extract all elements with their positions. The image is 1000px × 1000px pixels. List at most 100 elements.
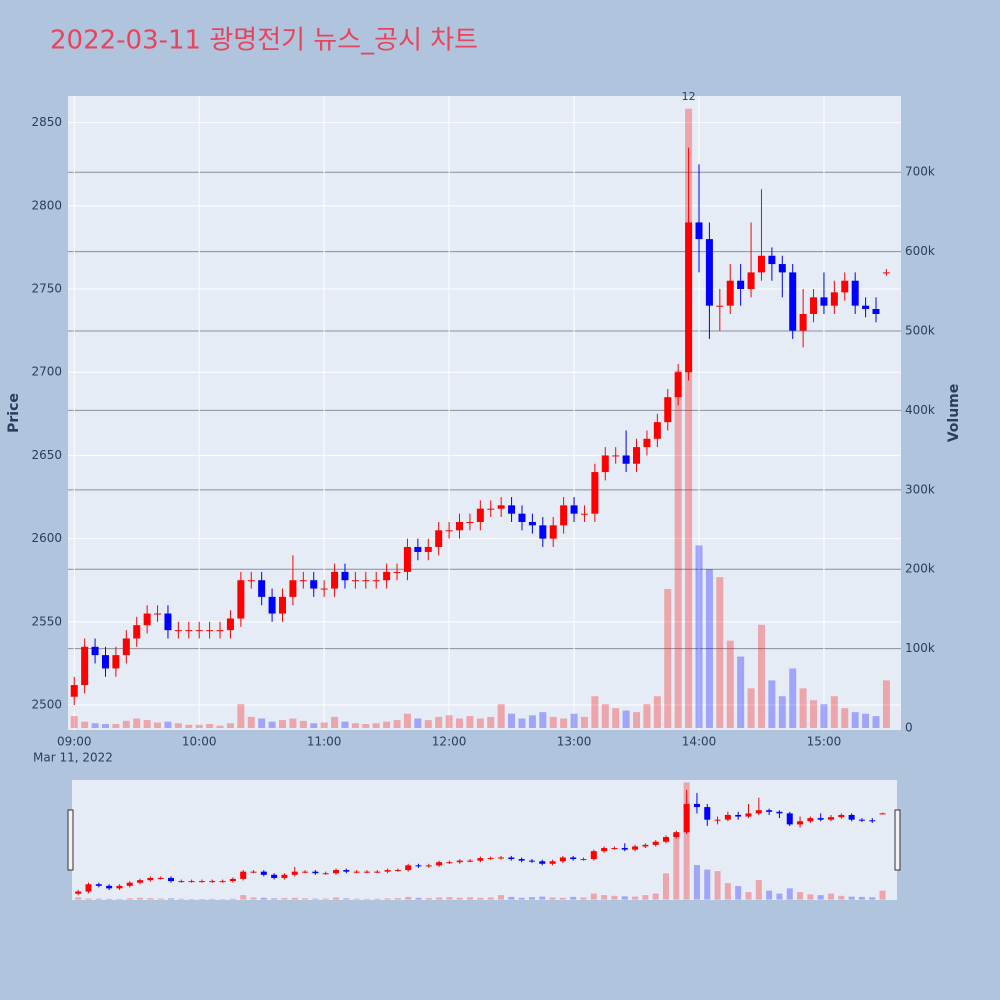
candle-body	[851, 280, 859, 306]
volume-bar	[673, 831, 680, 900]
volume-bar	[476, 718, 484, 729]
volume-bar	[178, 898, 185, 900]
volume-bar	[237, 704, 245, 729]
candle-body	[786, 813, 793, 825]
candle-body	[705, 239, 713, 306]
candle-body	[126, 882, 133, 886]
candle-body	[425, 865, 432, 867]
volume-bar	[466, 716, 474, 729]
candle-body	[633, 447, 641, 464]
volume-bar	[830, 696, 838, 729]
volume-bar	[291, 897, 298, 900]
volume-bar	[393, 720, 401, 729]
candle-body	[841, 280, 849, 293]
volume-bar	[757, 624, 765, 729]
candle-body	[817, 818, 824, 820]
candle-body	[278, 596, 286, 614]
candle-body	[209, 881, 216, 883]
slider-handle[interactable]	[67, 809, 74, 871]
volume-bar	[652, 893, 659, 900]
candle-body	[405, 865, 412, 871]
volume-bar	[320, 722, 328, 729]
volume-bar	[693, 865, 700, 900]
candle-body	[299, 580, 307, 582]
volume-bar	[351, 723, 359, 729]
candle-body	[757, 255, 765, 273]
volume-bar	[570, 713, 578, 729]
volume-bar	[653, 696, 661, 729]
candle-body	[372, 580, 380, 582]
volume-bar	[289, 718, 297, 729]
volume-bar	[851, 712, 859, 729]
volume-bar	[446, 897, 453, 900]
volume-bar	[122, 720, 130, 729]
candle-body	[281, 874, 288, 878]
volume-bar	[747, 688, 755, 729]
volume-bar	[622, 710, 630, 729]
volume-bar	[362, 724, 370, 729]
volume-bar	[612, 708, 620, 729]
volume-bar	[539, 896, 546, 900]
volume-bar	[425, 898, 432, 900]
candle-body	[237, 580, 245, 619]
candle-body	[247, 580, 255, 582]
candle-body	[258, 580, 266, 597]
volume-bar	[394, 898, 401, 900]
y-tick-label: 2600	[31, 531, 62, 545]
range-slider[interactable]	[72, 780, 897, 900]
volume-bar	[487, 897, 494, 900]
y2-axis-title: Volume	[946, 384, 962, 443]
volume-bar	[786, 888, 793, 900]
y-tick-label: 2800	[31, 198, 62, 212]
candle-body	[653, 422, 661, 439]
y-tick-label: 2750	[31, 282, 62, 296]
volume-bar	[726, 640, 734, 729]
volume-bar	[188, 899, 195, 900]
volume-bar	[580, 716, 588, 729]
candle-body	[81, 646, 89, 686]
candle-body	[435, 530, 443, 547]
candle-body	[549, 861, 556, 864]
candle-body	[643, 438, 651, 448]
candle-body	[331, 571, 339, 589]
volume-bar	[168, 898, 174, 900]
volume-bar	[229, 898, 236, 900]
volume-bar	[778, 696, 786, 729]
slider-handle[interactable]	[894, 809, 901, 871]
candle-body	[414, 546, 422, 552]
candle-body	[518, 859, 525, 861]
volume-bar	[789, 668, 797, 729]
y2-tick-label: 600k	[905, 244, 935, 258]
volume-bar	[281, 898, 288, 900]
x-tick-label: 13:00	[557, 735, 592, 749]
candle-body	[810, 297, 818, 314]
candle-body	[560, 505, 568, 526]
candle-body	[343, 870, 350, 872]
candle-body	[456, 521, 464, 531]
volume-bar	[643, 704, 651, 729]
candle-body	[735, 814, 742, 817]
candle-body	[393, 571, 401, 573]
candle-body	[642, 844, 649, 847]
volume-bar	[799, 688, 807, 729]
y2-tick-label: 200k	[905, 562, 935, 576]
volume-bar	[716, 577, 724, 729]
volume-bar	[101, 724, 109, 729]
candle-body	[776, 811, 783, 814]
candle-body	[106, 885, 113, 889]
candle-body	[91, 646, 99, 656]
volume-bar	[414, 718, 422, 729]
volume-bar	[817, 895, 824, 900]
candle-body	[714, 819, 721, 821]
volume-bar	[383, 721, 391, 729]
volume-bar	[185, 724, 193, 729]
x-date-label: Mar 11, 2022	[33, 751, 113, 765]
candle-body	[622, 455, 630, 464]
volume-bar	[405, 896, 412, 900]
volume-bar	[664, 589, 672, 729]
volume-bar	[126, 898, 133, 900]
y2-tick-label: 0	[905, 721, 913, 735]
candle-body	[341, 571, 349, 581]
candle-body	[147, 877, 154, 881]
y-tick-label: 2850	[31, 115, 62, 129]
